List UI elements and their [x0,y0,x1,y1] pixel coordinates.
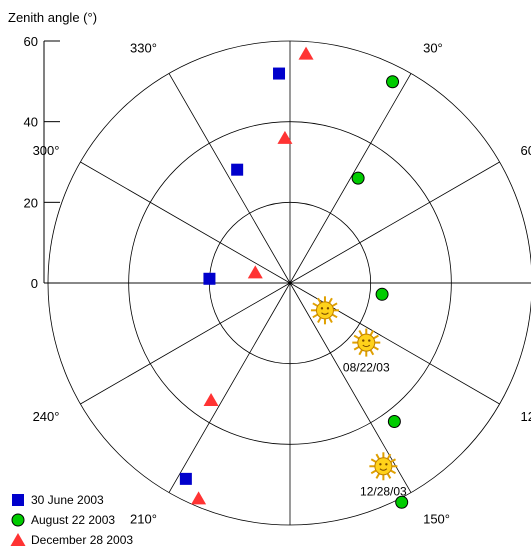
series-2-point-2 [247,265,263,279]
spoke-60 [289,161,500,284]
series-2-point-0 [298,46,314,60]
sun-eye [368,339,371,342]
sun-eye [320,307,324,310]
angle-label-300: 300° [33,143,60,158]
legend-item: 30 June 2003 [10,490,133,510]
spoke-240 [80,282,291,405]
series-1-point-0 [386,75,400,89]
sun-ray [369,329,375,337]
series-2-point-1 [277,130,293,144]
sun-eye [385,463,388,466]
legend-item: August 22 2003 [10,510,133,530]
legend-swatch [11,513,25,527]
sun-markers: 08/22/03 12/28/03 [310,296,407,498]
sun-mouth [362,344,371,348]
spoke-120 [289,282,500,405]
angle-label-210: 210° [130,512,157,527]
sun-eye [326,307,330,310]
sun-eye [362,339,365,342]
spoke-150 [289,282,412,493]
spoke-210 [168,282,291,493]
sun-icon [352,328,381,357]
legend-swatch [12,494,24,506]
sun-disc [374,457,393,476]
series-1-point-4 [395,495,409,509]
sun-eye [379,463,382,466]
sun-mouth [321,312,329,315]
sun-date-label-2: 12/28/03 [360,484,407,498]
sun-ray [389,469,397,475]
sun-disc [357,333,376,352]
series-1-point-2 [375,287,389,301]
sun-ray [331,313,338,319]
legend-label: December 28 2003 [31,533,134,547]
polar-grid [44,40,531,526]
series-2-point-4 [191,491,207,505]
sun-mouth [379,468,388,471]
sun-ray [353,334,360,340]
angle-label-150: 150° [423,512,450,527]
sun-ray [386,472,392,479]
sun-ray [331,302,338,308]
series-1-point-3 [387,415,401,429]
angle-label-60: 60° [521,143,531,158]
sun-ray [389,458,397,464]
series-0-point-1 [231,163,244,176]
angle-labels: 30° 60° 120° 150° 210° 240° 300° 330° [33,40,531,526]
radial-axis: 0 20 40 60 [24,34,60,291]
data-marks [179,46,409,509]
series-0-point-3 [179,472,192,485]
sun-ray [358,329,364,337]
radial-tick-label-20: 20 [24,195,38,210]
spoke-300 [80,161,291,284]
legend: 30 June 2003 August 22 2003 December 28 20… [10,490,133,550]
legend-label: 30 June 2003 [31,493,104,507]
legend-item: December 28 2003 [10,530,133,550]
series-0-point-0 [273,67,286,80]
sun-date-label-1: 08/22/03 [343,361,390,375]
legend-label: August 22 2003 [31,513,116,527]
angle-label-120: 120° [521,409,531,424]
sun-icon [369,452,398,481]
sun-icon [310,296,339,325]
spoke-30 [289,73,412,284]
sun-ray [353,345,360,351]
sun-disc [315,301,334,320]
sun-ray [375,472,381,479]
radial-tick-label-40: 40 [24,115,38,130]
angle-label-330: 330° [130,40,157,55]
y-axis-label: Zenith angle (°) [8,10,97,25]
spoke-330 [168,73,291,284]
legend-marker-circle [11,513,25,527]
legend-swatch [10,533,26,546]
angle-label-240: 240° [33,409,60,424]
legend-marker-square [12,494,24,506]
legend-marker-triangle [10,533,26,546]
radial-tick-label-0: 0 [31,276,38,291]
series-0-point-2 [203,272,216,285]
radial-tick-label-60: 60 [24,34,38,49]
series-2-point-3 [203,393,219,407]
angle-label-30: 30° [423,40,443,55]
series-1-point-1 [351,171,365,185]
